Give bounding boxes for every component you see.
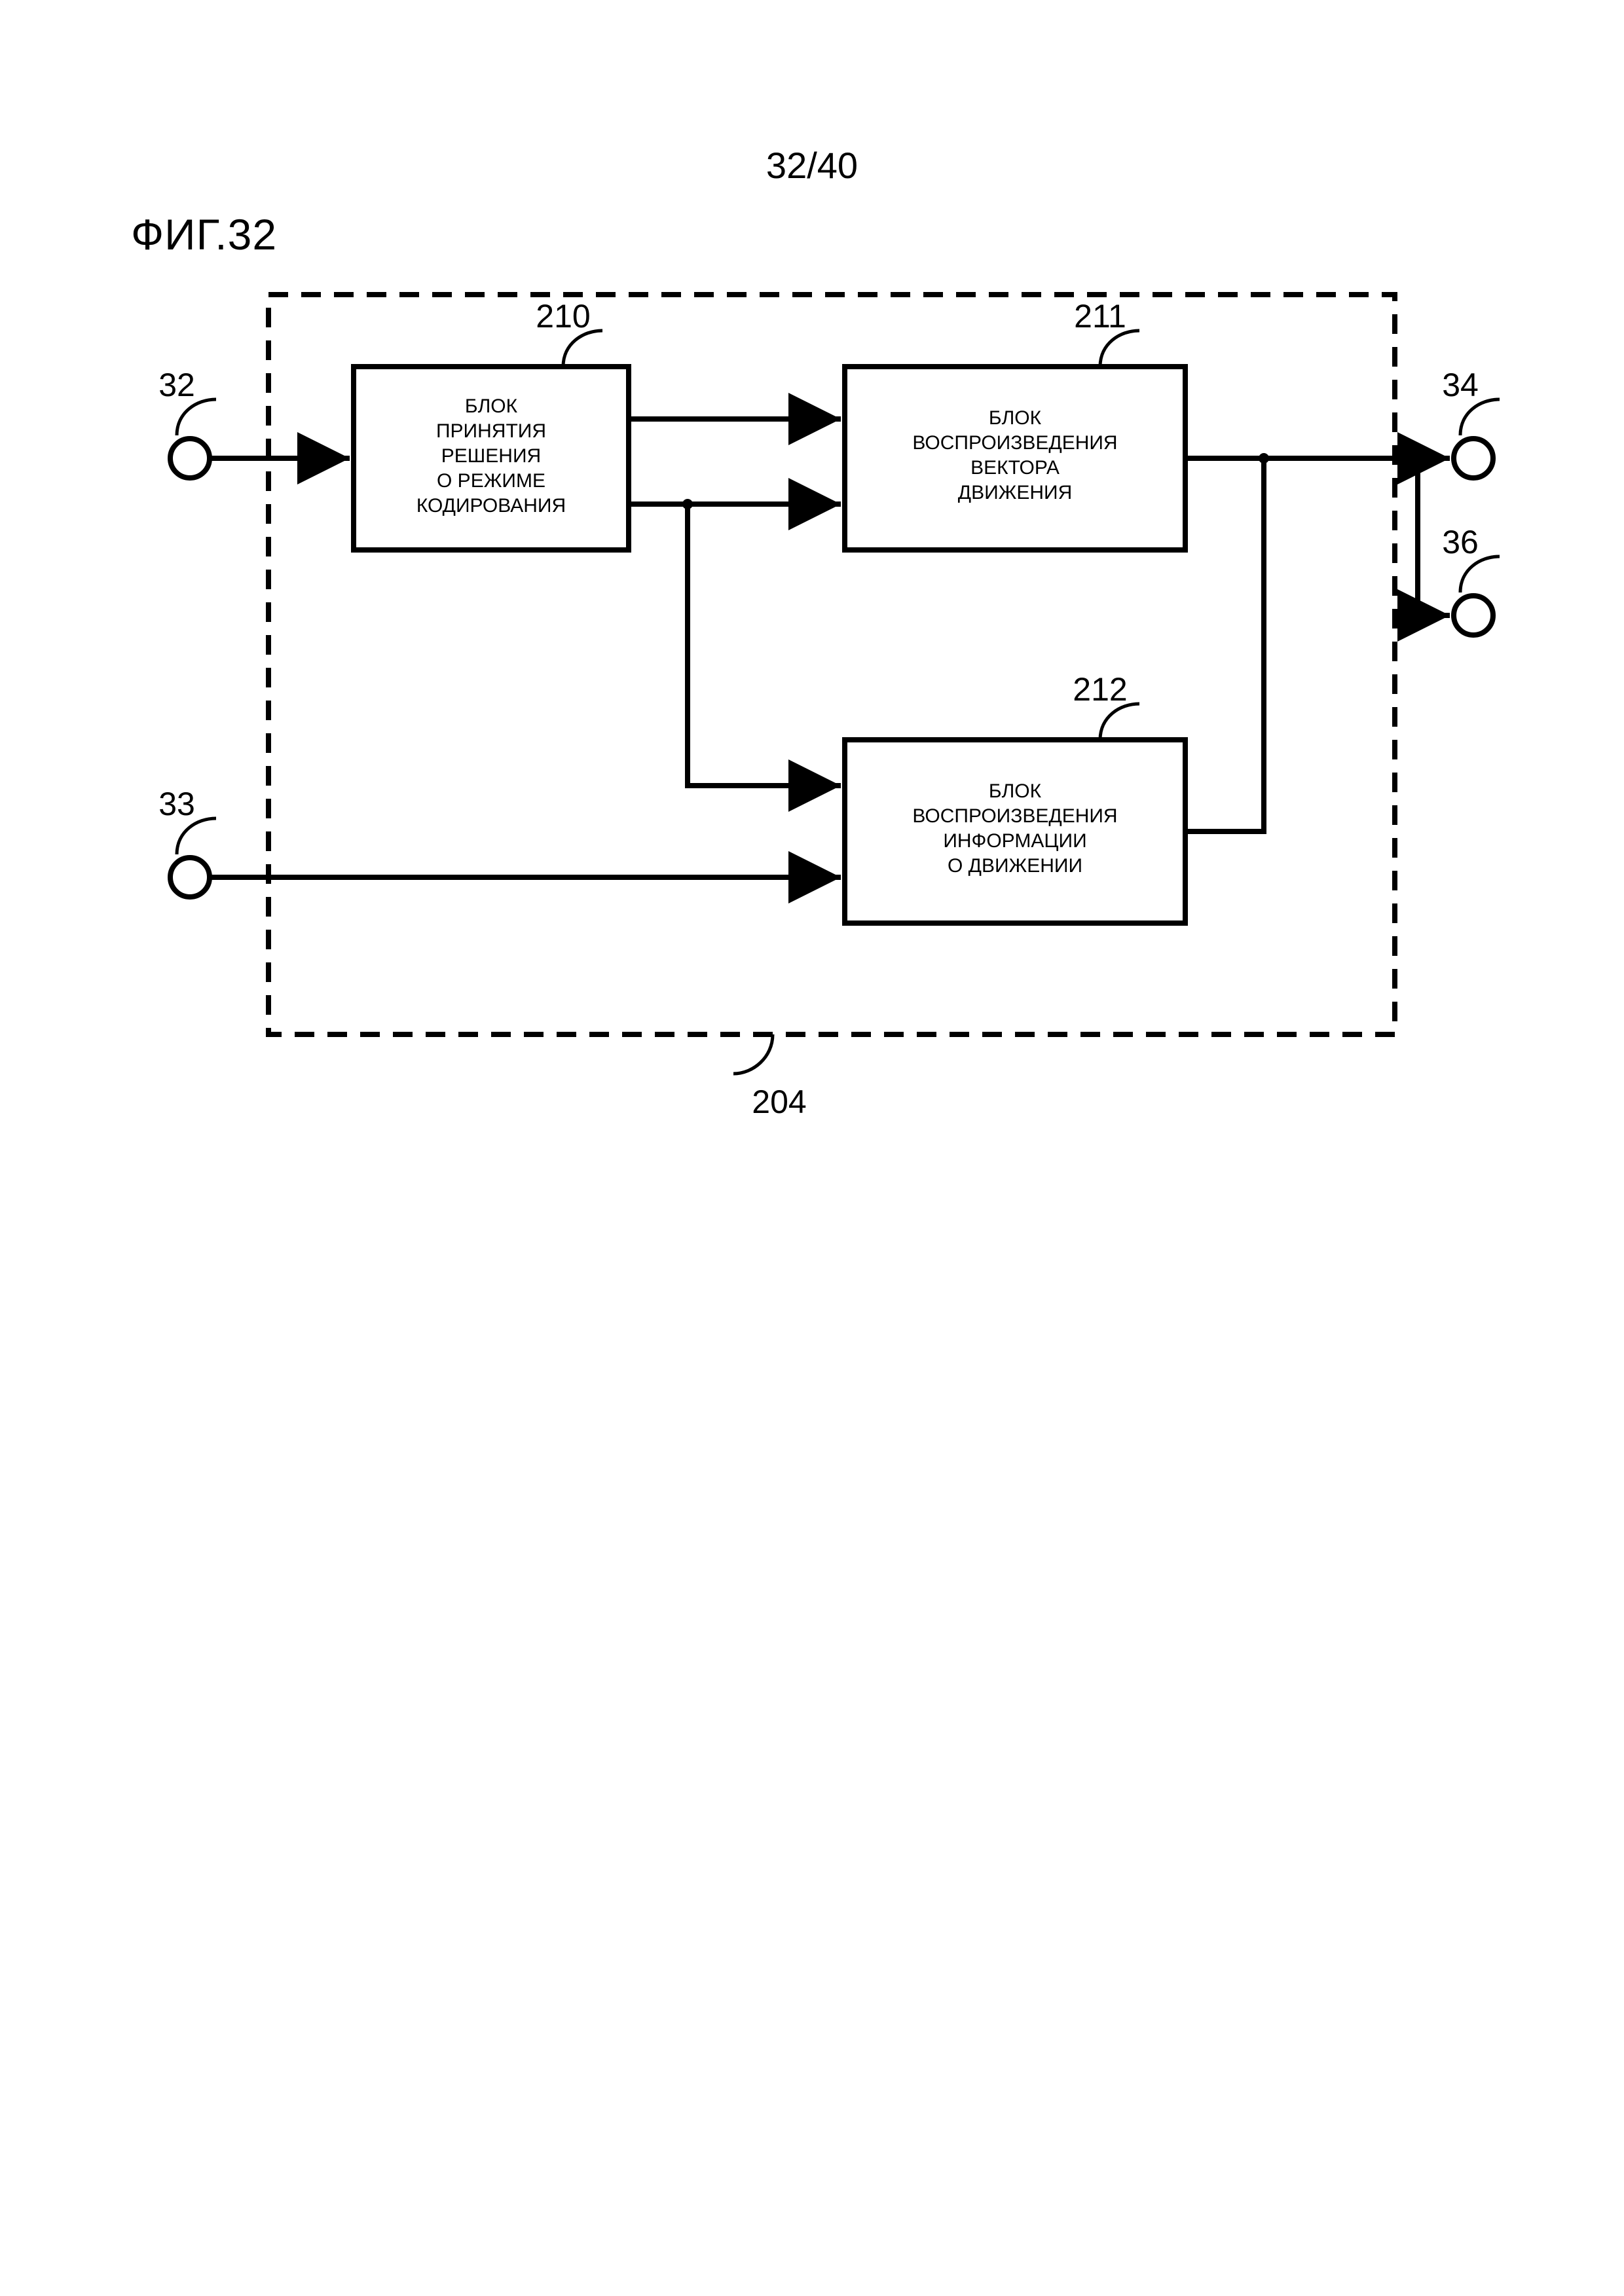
- edge-212-to-out: [1185, 458, 1264, 831]
- diagram-svg: 204 БЛОК ПРИНЯТИЯ РЕШЕНИЯ О РЕЖИМЕ КОДИР…: [0, 0, 1624, 2296]
- block-210-line1: БЛОК: [465, 395, 518, 417]
- edge-210-to-212: [629, 504, 841, 786]
- junction-1: [682, 499, 693, 509]
- junction-2: [1259, 453, 1269, 464]
- block-210-ref: 210: [536, 298, 590, 335]
- input-32-ref: 32: [158, 367, 195, 403]
- input-port-32: 32: [158, 367, 216, 478]
- block-211: БЛОК ВОСПРОИЗВЕДЕНИЯ ВЕКТОРА ДВИЖЕНИЯ 21…: [845, 298, 1185, 550]
- block-212-line3: ИНФОРМАЦИИ: [943, 830, 1086, 852]
- input-33-ref: 33: [158, 786, 195, 822]
- block-210: БЛОК ПРИНЯТИЯ РЕШЕНИЯ О РЕЖИМЕ КОДИРОВАН…: [354, 298, 629, 550]
- container-ref: 204: [752, 1084, 806, 1120]
- block-210-line5: КОДИРОВАНИЯ: [416, 495, 566, 517]
- block-212-line4: О ДВИЖЕНИИ: [948, 855, 1082, 877]
- container-ref-leader: [733, 1034, 773, 1074]
- block-211-line1: БЛОК: [989, 407, 1042, 429]
- block-211-line2: ВОСПРОИЗВЕДЕНИЯ: [912, 432, 1117, 454]
- junction-3: [1412, 453, 1423, 464]
- input-port-33: 33: [158, 786, 216, 897]
- block-210-line4: О РЕЖИМЕ: [437, 470, 545, 492]
- output-36-ref: 36: [1442, 524, 1479, 560]
- block-211-ref: 211: [1074, 298, 1126, 335]
- block-211-line4: ДВИЖЕНИЯ: [958, 482, 1073, 503]
- block-211-line3: ВЕКТОРА: [970, 457, 1060, 479]
- block-212-line1: БЛОК: [989, 780, 1042, 802]
- page: 32/40 ФИГ.32 204 БЛОК ПРИНЯТИЯ РЕШЕНИЯ О…: [0, 0, 1624, 2296]
- output-34-ref: 34: [1442, 367, 1479, 403]
- block-212-ref: 212: [1073, 671, 1127, 708]
- output-port-34: 34: [1442, 367, 1500, 478]
- output-port-36: 36: [1442, 524, 1500, 635]
- block-212: БЛОК ВОСПРОИЗВЕДЕНИЯ ИНФОРМАЦИИ О ДВИЖЕН…: [845, 671, 1185, 923]
- block-212-line2: ВОСПРОИЗВЕДЕНИЯ: [912, 805, 1117, 827]
- block-210-line2: ПРИНЯТИЯ: [436, 420, 546, 442]
- block-210-line3: РЕШЕНИЯ: [441, 445, 541, 467]
